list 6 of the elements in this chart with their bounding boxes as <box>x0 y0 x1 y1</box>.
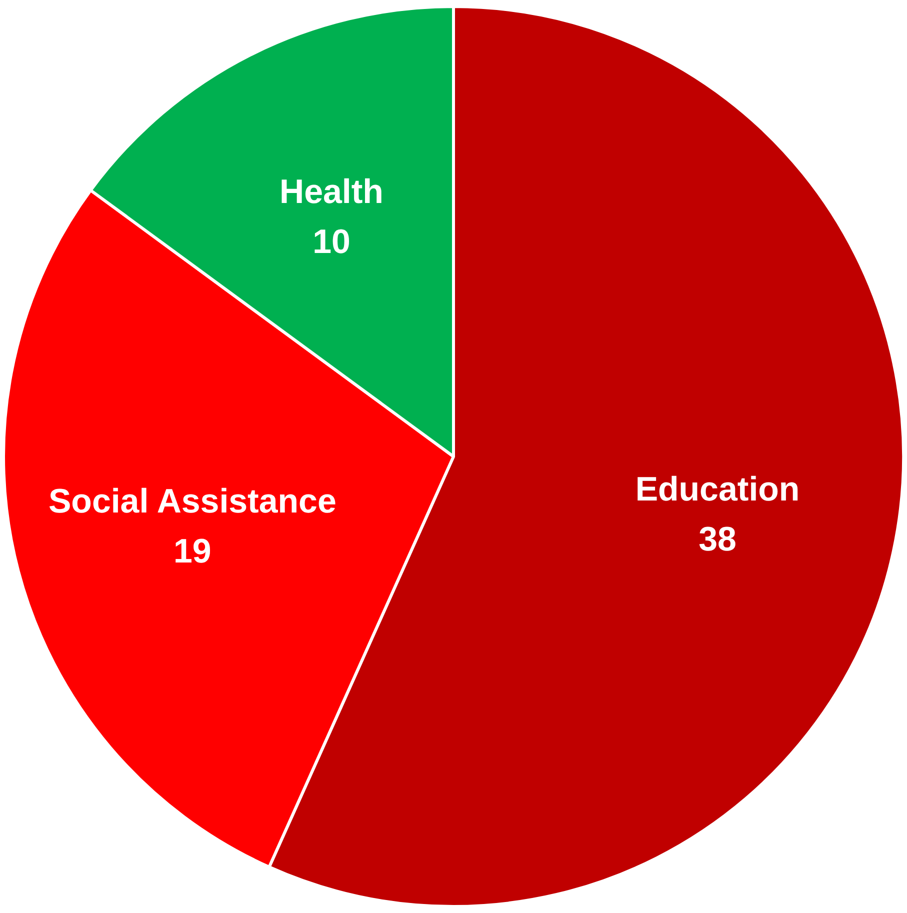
slice-label: Health <box>280 173 384 212</box>
data-label: 19 <box>174 532 212 571</box>
data-label: 38 <box>698 520 736 558</box>
slice-label: Social Assistance <box>48 482 336 521</box>
data-label: 10 <box>312 223 350 262</box>
slice-label: Education <box>635 470 800 508</box>
